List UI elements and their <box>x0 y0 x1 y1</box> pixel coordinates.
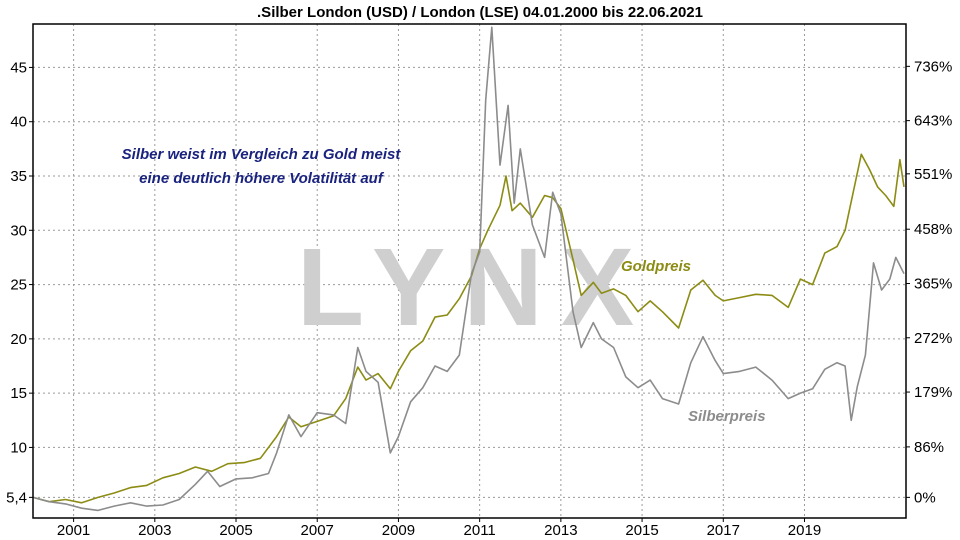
y-right-tick-label: 86% <box>914 439 944 456</box>
y-right-tick-label: 365% <box>914 275 952 292</box>
y-right-tick-label: 551% <box>914 166 952 183</box>
y-left-tick-label: 45 <box>10 59 27 76</box>
y-left-tick-label: 40 <box>10 114 27 131</box>
y-left-tick-label: 20 <box>10 331 27 348</box>
x-tick-label: 2017 <box>707 522 740 539</box>
y-left-tick-label: 30 <box>10 222 27 239</box>
chart-title: .Silber London (USD) / London (LSE) 04.0… <box>257 4 703 21</box>
series-label-silberpreis: Silberpreis <box>688 408 766 425</box>
y-right-tick-label: 0% <box>914 489 936 506</box>
series-layer <box>32 26 905 512</box>
x-axis: 2001 2003 2005 2007 2009 2011 2013 2015 2017 2019 <box>57 518 821 539</box>
y-axis-right: 0% 86% 179% 272% 365% 458% 551% 643% 736% <box>906 58 952 506</box>
y-left-tick-label: 25 <box>10 277 27 294</box>
annotation-line-1: Silber weist im Vergleich zu Gold meist <box>122 146 402 163</box>
y-left-tick-label: 35 <box>10 168 27 185</box>
x-tick-label: 2015 <box>625 522 658 539</box>
y-right-tick-label: 736% <box>914 58 952 75</box>
x-tick-label: 2005 <box>219 522 252 539</box>
x-tick-label: 2003 <box>138 522 171 539</box>
x-tick-label: 2011 <box>464 522 496 539</box>
x-tick-label: 2013 <box>544 522 577 539</box>
watermark-logo: LYNX <box>297 226 652 349</box>
y-left-tick-label: 15 <box>10 385 27 402</box>
x-tick-label: 2019 <box>788 522 821 539</box>
y-right-tick-label: 643% <box>914 113 952 130</box>
series-line-goldpreis <box>32 153 905 504</box>
series-line-silberpreis <box>32 26 905 512</box>
y-left-tick-label: 10 <box>10 439 27 456</box>
x-tick-label: 2007 <box>301 522 334 539</box>
x-tick-label: 2009 <box>382 522 415 539</box>
series-label-goldpreis: Goldpreis <box>621 258 691 275</box>
annotation-line-2: eine deutlich höhere Volatilität auf <box>139 170 385 187</box>
y-right-tick-label: 179% <box>914 384 952 401</box>
plot-frame <box>32 23 907 519</box>
y-axis-left: 5,4 10 15 20 25 30 35 40 45 <box>6 59 33 506</box>
y-right-tick-label: 458% <box>914 221 952 238</box>
y-left-tick-label: 5,4 <box>6 489 27 506</box>
x-tick-label: 2001 <box>57 522 90 539</box>
y-right-tick-label: 272% <box>914 330 952 347</box>
